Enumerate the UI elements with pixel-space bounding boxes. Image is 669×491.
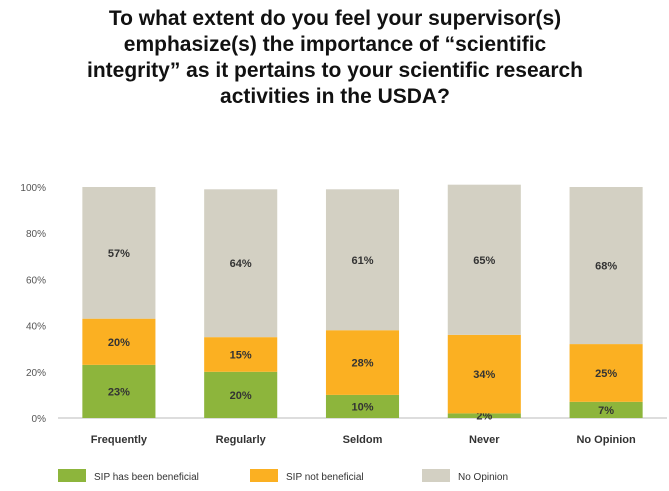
bar-segment	[447, 184, 521, 335]
data-label: 34%	[473, 369, 495, 381]
data-label: 15%	[230, 349, 252, 361]
bar-segment	[204, 337, 278, 372]
bar-segment	[447, 334, 521, 414]
data-label: 25%	[595, 368, 617, 380]
data-label: 7%	[598, 405, 614, 417]
data-label: 64%	[230, 258, 252, 270]
y-tick-label: 80%	[26, 229, 46, 240]
bar-segment	[82, 318, 156, 365]
data-label: 2%	[476, 411, 492, 423]
data-label: 20%	[108, 337, 130, 349]
x-category-label: Regularly	[216, 434, 267, 446]
chart-title-line: To what extent do you feel your supervis…	[108, 7, 562, 30]
chart-title: To what extent do you feel your supervis…	[30, 6, 640, 110]
bar-segment	[82, 187, 156, 319]
x-category-label: Seldom	[343, 434, 383, 446]
y-tick-label: 100%	[20, 183, 46, 194]
bar-segment	[204, 189, 278, 338]
x-category-label: No Opinion	[576, 434, 636, 446]
chart-title-line: integrity” as it pertains to your scient…	[87, 59, 583, 82]
data-label: 61%	[351, 255, 373, 267]
legend-label: SIP has been beneficial	[94, 472, 199, 483]
y-tick-label: 60%	[26, 275, 46, 286]
bar-segment	[569, 187, 643, 345]
legend-label: No Opinion	[458, 472, 508, 483]
y-tick-label: 40%	[26, 322, 46, 333]
data-label: 28%	[351, 358, 373, 370]
legend-swatch	[250, 469, 278, 482]
data-label: 20%	[230, 390, 252, 402]
x-category-label: Frequently	[91, 434, 148, 446]
bar-segment	[325, 330, 400, 395]
y-tick-label: 0%	[32, 414, 47, 425]
y-tick-label: 20%	[26, 368, 46, 379]
bar-segment	[204, 371, 278, 418]
chart-title-line: activities in the USDA?	[220, 85, 450, 108]
bar-segment	[447, 413, 521, 418]
bar-segment	[325, 394, 400, 418]
x-category-label: Never	[469, 434, 500, 446]
bar-segment	[325, 189, 400, 331]
data-label: 57%	[108, 248, 130, 260]
data-label: 10%	[351, 401, 373, 413]
data-label: 65%	[473, 255, 495, 267]
bar-segment	[82, 364, 156, 418]
data-label: 23%	[108, 386, 130, 398]
legend-swatch	[422, 469, 450, 482]
data-label: 68%	[595, 261, 617, 273]
chart-title-line: emphasize(s) the importance of “scientif…	[123, 33, 547, 56]
legend-swatch	[58, 469, 86, 482]
bar-segment	[569, 401, 643, 418]
bar-segment	[569, 344, 643, 402]
legend-label: SIP not beneficial	[286, 472, 364, 483]
